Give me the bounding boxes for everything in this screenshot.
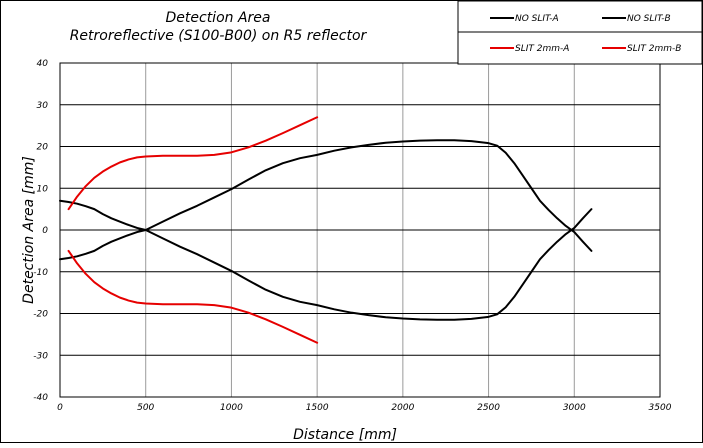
tick-labels: 0 500 1000 1500 2000 2500 3000 3500 40 30 20 10 0 -10…: [33, 59, 671, 413]
y-tick-label: 30: [37, 101, 49, 111]
x-tick-label: 2000: [391, 403, 414, 413]
plot-frame: [59, 62, 661, 398]
x-tick-label: 3500: [649, 403, 672, 413]
legend-label: SLIT 2mm-A: [515, 44, 569, 54]
series-lines: [59, 116, 593, 344]
x-tick-label: 3000: [563, 403, 586, 413]
series-line-slit-2mm-b: [67, 249, 319, 344]
x-tick-label: 500: [137, 403, 154, 413]
x-tick-label: 2500: [477, 403, 500, 413]
legend-label: SLIT 2mm-B: [627, 44, 681, 54]
x-tick-label: 1500: [306, 403, 329, 413]
series-line-slit-2mm-a: [67, 116, 319, 211]
x-axis-label: Distance [mm]: [293, 427, 397, 443]
chart-title: Detection Area: [166, 10, 271, 26]
y-tick-label: -40: [33, 393, 48, 403]
legend-label: NO SLIT-B: [627, 14, 671, 24]
y-tick-label: -10: [33, 268, 48, 278]
y-tick-label: 20: [37, 143, 49, 153]
x-tick-label: 1000: [220, 403, 243, 413]
y-tick-label: 0: [42, 226, 48, 236]
y-tick-label: 10: [37, 184, 49, 194]
x-tick-label: 0: [57, 403, 63, 413]
y-axis-label: Detection Area [mm]: [21, 156, 37, 304]
y-tick-label: -20: [33, 310, 48, 320]
legend-label: NO SLIT-A: [515, 14, 559, 24]
y-tick-label: 40: [37, 59, 49, 69]
series-line-no-slit-b: [59, 208, 593, 321]
legend: NO SLIT-A NO SLIT-B SLIT 2mm-A SLIT 2mm-B: [457, 0, 703, 65]
series-line-no-slit-a: [59, 139, 593, 252]
y-tick-label: -30: [33, 351, 48, 361]
chart-subtitle: Retroreflective (S100-B00) on R5 reflect…: [70, 28, 368, 44]
